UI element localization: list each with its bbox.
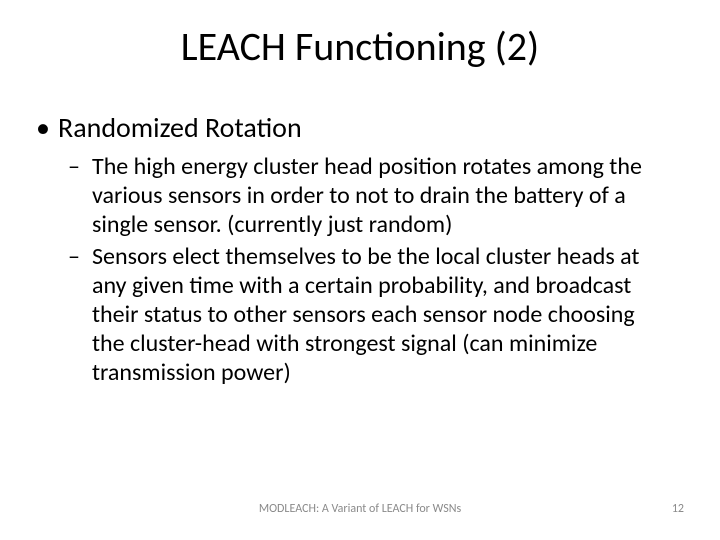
page-number: 12 <box>672 502 684 516</box>
slide-title: LEACH Functioning (2) <box>0 22 720 71</box>
bullet-level1: Randomized Rotation <box>36 110 660 145</box>
slide: LEACH Functioning (2) Randomized Rotatio… <box>0 0 720 540</box>
bullet-level2-item: Sensors elect themselves to be the local… <box>68 243 660 387</box>
footer-text: MODLEACH: A Variant of LEACH for WSNs <box>0 502 720 516</box>
bullet-level2-item: The high energy cluster head position ro… <box>68 153 660 239</box>
slide-body: Randomized Rotation The high energy clus… <box>36 110 660 391</box>
